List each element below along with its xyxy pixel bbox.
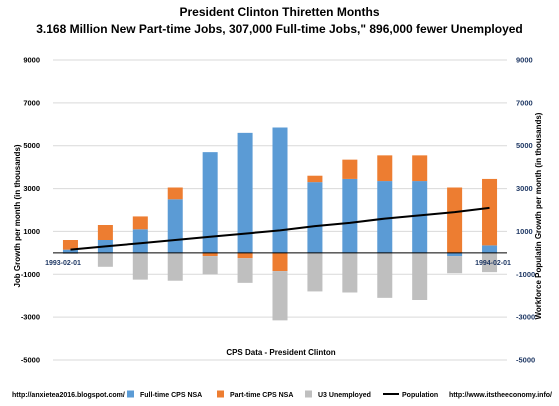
y-axis-label: Job Growth per month (in thousands) bbox=[13, 144, 22, 287]
bar-part-time-cps-nsa bbox=[132, 216, 148, 230]
legend-label-population: Population bbox=[402, 392, 438, 399]
bar-part-time-cps-nsa bbox=[167, 187, 183, 200]
bar-full-time-cps-nsa bbox=[342, 178, 358, 253]
bar-part-time-cps-nsa bbox=[272, 252, 288, 272]
legend-label-u3-unemployed: U3 Unemployed bbox=[318, 392, 371, 399]
legend-swatch-part-time-cps-nsa bbox=[217, 390, 224, 398]
y-tick-label: 1000 bbox=[23, 227, 40, 236]
bar-part-time-cps-nsa bbox=[307, 175, 323, 183]
bar-part-time-cps-nsa bbox=[482, 178, 498, 246]
y-tick-label: 5000 bbox=[23, 141, 40, 150]
legend: Full-time CPS NSA Part-time CPS NSA U3 Une… bbox=[127, 390, 438, 399]
bar-u3-unemployed bbox=[237, 258, 253, 283]
bar-u3-unemployed bbox=[482, 252, 498, 273]
legend-swatch-u3-unemployed bbox=[305, 390, 312, 398]
bar-u3-unemployed bbox=[97, 252, 113, 267]
chart-subtitle: 3.168 Million New Part-time Jobs, 307,00… bbox=[36, 22, 523, 36]
bar-part-time-cps-nsa bbox=[62, 240, 78, 250]
bar-full-time-cps-nsa bbox=[377, 181, 393, 253]
bar-part-time-cps-nsa bbox=[447, 187, 463, 253]
bar-full-time-cps-nsa bbox=[167, 199, 183, 253]
bar-u3-unemployed bbox=[377, 252, 393, 298]
bar-part-time-cps-nsa bbox=[237, 252, 253, 259]
y-tick-label: 9000 bbox=[23, 56, 40, 65]
bar-u3-unemployed bbox=[307, 252, 323, 292]
bar-u3-unemployed bbox=[272, 271, 288, 321]
y2-tick-label: -1000 bbox=[516, 270, 535, 279]
y2-tick-label: -3000 bbox=[516, 313, 535, 322]
bar-full-time-cps-nsa bbox=[62, 249, 78, 253]
bar-u3-unemployed bbox=[342, 252, 358, 293]
bar-full-time-cps-nsa bbox=[272, 127, 288, 253]
legend-swatch-full-time-cps-nsa bbox=[127, 390, 134, 398]
legend-label-part-time-cps-nsa: Part-time CPS NSA bbox=[230, 392, 293, 399]
bar-full-time-cps-nsa bbox=[412, 181, 428, 253]
y-tick-label: -3000 bbox=[21, 313, 40, 322]
legend-label-full-time-cps-nsa: Full-time CPS NSA bbox=[140, 392, 202, 399]
end-date-label: 1994-02-01 bbox=[475, 260, 511, 267]
bar-full-time-cps-nsa bbox=[237, 132, 253, 253]
bar-full-time-cps-nsa bbox=[482, 245, 498, 253]
bar-part-time-cps-nsa bbox=[377, 155, 393, 182]
population-line bbox=[70, 206, 490, 251]
bars bbox=[62, 127, 498, 321]
population-line-path bbox=[70, 206, 490, 251]
x-axis-label: CPS Data - President Clinton bbox=[226, 348, 335, 357]
bar-part-time-cps-nsa bbox=[342, 159, 358, 179]
y-tick-label: 3000 bbox=[23, 184, 40, 193]
tick-labels: -5000 -5000 -3000 -3000 -1000 -1000 1000 1000 30… bbox=[21, 56, 535, 365]
bar-u3-unemployed bbox=[447, 256, 463, 274]
y2-tick-label: 3000 bbox=[516, 184, 533, 193]
bar-full-time-cps-nsa bbox=[202, 152, 218, 253]
start-date-label: 1993-02-01 bbox=[45, 260, 81, 267]
bar-full-time-cps-nsa bbox=[447, 252, 463, 257]
footer-right-url: http://www.itstheeconomy.info/ bbox=[449, 392, 552, 399]
chart-title: President Clinton Thiretten Months bbox=[180, 5, 380, 19]
y-tick-label: -5000 bbox=[21, 356, 40, 365]
y2-axis-label: Workforce Populatin Growth per month (in… bbox=[534, 112, 543, 319]
y-tick-label: -1000 bbox=[21, 270, 40, 279]
bar-part-time-cps-nsa bbox=[202, 252, 218, 257]
bar-u3-unemployed bbox=[412, 252, 428, 300]
bar-part-time-cps-nsa bbox=[412, 155, 428, 182]
y2-tick-label: -5000 bbox=[516, 356, 535, 365]
y2-tick-label: 1000 bbox=[516, 227, 533, 236]
y2-tick-label: 5000 bbox=[516, 141, 533, 150]
y2-tick-label: 7000 bbox=[516, 98, 533, 107]
bar-full-time-cps-nsa bbox=[307, 182, 323, 253]
y2-tick-label: 9000 bbox=[516, 56, 533, 65]
bar-part-time-cps-nsa bbox=[97, 225, 113, 240]
footer-left-url: http://anxietea2016.blogspot.com/ bbox=[12, 392, 125, 399]
y-tick-label: 7000 bbox=[23, 98, 40, 107]
bar-full-time-cps-nsa bbox=[132, 229, 148, 253]
bar-u3-unemployed bbox=[132, 252, 148, 280]
bar-u3-unemployed bbox=[202, 256, 218, 275]
bar-u3-unemployed bbox=[62, 252, 78, 254]
bar-u3-unemployed bbox=[167, 252, 183, 281]
